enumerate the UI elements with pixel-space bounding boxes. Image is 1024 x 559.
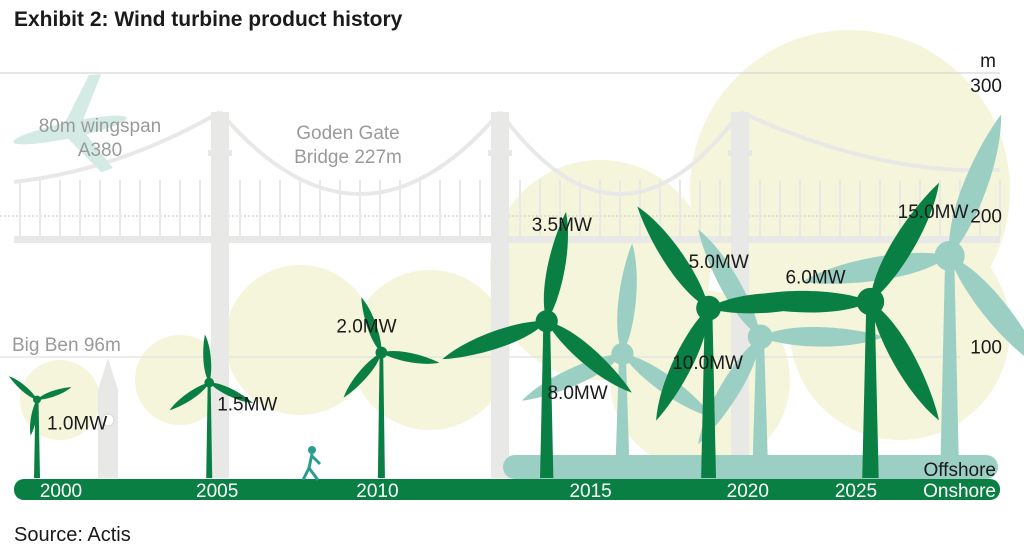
onshore-turbine-blade <box>209 382 254 404</box>
capacity-label: 1.5MW <box>217 395 277 416</box>
onshore-turbine-hub <box>856 287 885 316</box>
bridge-tower-crossbar <box>208 150 232 156</box>
background-cloud <box>350 270 510 430</box>
person-body <box>301 453 322 481</box>
onshore-turbine-blade <box>870 301 940 421</box>
offshore-turbine-hub <box>747 324 773 350</box>
big-ben-clock <box>101 413 115 427</box>
bridge-side-cable <box>13 110 222 184</box>
bridge-tower-crossbar <box>488 150 512 156</box>
onshore-turbine-blade <box>8 376 37 400</box>
onshore-turbine-blade <box>381 351 440 364</box>
x-tick-label: 2025 <box>835 481 877 502</box>
a380-label-line1: 80m wingspan <box>39 116 162 137</box>
onshore-band-label: Onshore <box>923 481 996 502</box>
capacity-label: 8.0MW <box>547 383 607 404</box>
onshore-turbine-hub <box>204 377 215 388</box>
x-tick-label: 2015 <box>569 481 611 502</box>
bridge-tower <box>491 112 509 478</box>
onshore-turbine <box>442 211 632 478</box>
y-tick-label: 100 <box>970 337 1002 358</box>
onshore-turbine-hub <box>33 395 41 404</box>
x-tick-label: 2010 <box>356 481 398 502</box>
a380-wing <box>63 74 102 126</box>
capacity-label: 2.0MW <box>336 317 396 338</box>
bridge-label-line2: Bridge 227m <box>294 147 402 168</box>
capacity-label: 10.0MW <box>672 353 743 374</box>
a380-wing <box>66 132 113 173</box>
offshore-turbine-blade <box>801 252 950 284</box>
onshore-turbine-blade <box>546 321 632 393</box>
onshore-turbine-tower <box>540 321 554 478</box>
person-head <box>308 446 316 454</box>
capacity-label: 1.0MW <box>47 414 107 435</box>
offshore-band-label: Offshore <box>923 460 996 481</box>
onshore-turbine-hub <box>535 310 558 333</box>
offshore-turbine-blade <box>617 243 637 354</box>
source-note: Source: Actis <box>14 524 131 546</box>
onshore-turbine-blade <box>656 308 709 421</box>
big-ben-silhouette <box>98 358 118 478</box>
offshore-turbine-hub <box>934 240 965 271</box>
onshore-turbine <box>169 334 254 478</box>
a380-silhouette <box>13 74 127 173</box>
x-tick-label: 2005 <box>196 481 238 502</box>
x-tick-label: 2020 <box>727 481 769 502</box>
onshore-turbine-blade <box>733 290 871 313</box>
turbine-layer <box>8 114 1024 481</box>
person-icon <box>301 446 322 481</box>
onshore-turbine-tower <box>377 352 385 478</box>
onshore-turbine <box>733 182 940 478</box>
x-tick-label: 2000 <box>40 481 82 502</box>
onshore-turbine-blade <box>543 211 568 322</box>
y-unit-label: m <box>980 51 996 72</box>
onshore-turbine-blade <box>203 334 212 383</box>
y-tick-label: 200 <box>970 207 1002 228</box>
onshore-turbine-blade <box>30 399 38 436</box>
landmark-layer <box>13 74 1001 478</box>
onshore-turbine-tower <box>862 301 879 478</box>
capacity-label: 6.0MW <box>785 268 845 289</box>
a380-label-line2: A380 <box>78 140 122 161</box>
offshore-turbine-hub <box>611 342 634 365</box>
onshore-turbine-blade <box>343 352 382 398</box>
onshore-turbine-hub <box>375 346 388 359</box>
bridge-tower <box>211 112 229 478</box>
capacity-label: 5.0MW <box>689 252 749 273</box>
onshore-turbine-blade <box>442 321 547 360</box>
offshore-turbine-tower <box>752 336 768 456</box>
y-tick-label: 300 <box>970 76 1002 97</box>
onshore-turbine <box>637 206 833 478</box>
onshore-turbine-blade <box>637 206 709 309</box>
onshore-turbine-blade <box>870 182 940 302</box>
onshore-turbine <box>8 376 72 478</box>
bridge-tower-crossbar <box>728 150 752 156</box>
big-ben-label: Big Ben 96m <box>12 335 121 356</box>
onshore-turbine-tower <box>206 382 213 478</box>
offshore-turbine-blade <box>760 327 885 347</box>
offshore-turbine <box>801 114 1024 456</box>
offshore-turbine-blade <box>949 255 1024 371</box>
onshore-band <box>14 479 1000 500</box>
capacity-label: 3.5MW <box>532 215 592 236</box>
onshore-turbine-blade <box>361 297 382 353</box>
onshore-turbine-tower <box>701 308 717 478</box>
big-ben-tower <box>98 390 118 478</box>
big-ben-spire <box>98 358 118 390</box>
offshore-turbine-blade <box>949 114 1002 256</box>
offshore-turbine-tower <box>940 255 959 456</box>
chart-title: Exhibit 2: Wind turbine product history <box>14 8 403 31</box>
bridge-label-line1: Goden Gate <box>296 123 400 144</box>
onshore-turbine-hub <box>696 295 721 321</box>
background-cloud <box>20 360 100 440</box>
label-layer: 80m wingspan A380 Goden Gate Bridge 227m Big… <box>12 51 1002 502</box>
background-cloud <box>225 265 375 415</box>
onshore-turbine-blade <box>169 382 210 411</box>
onshore-turbine <box>343 297 440 478</box>
a380-fuselage <box>13 115 127 145</box>
onshore-turbine-blade <box>37 387 72 400</box>
capacity-label: 15.0MW <box>898 202 969 223</box>
